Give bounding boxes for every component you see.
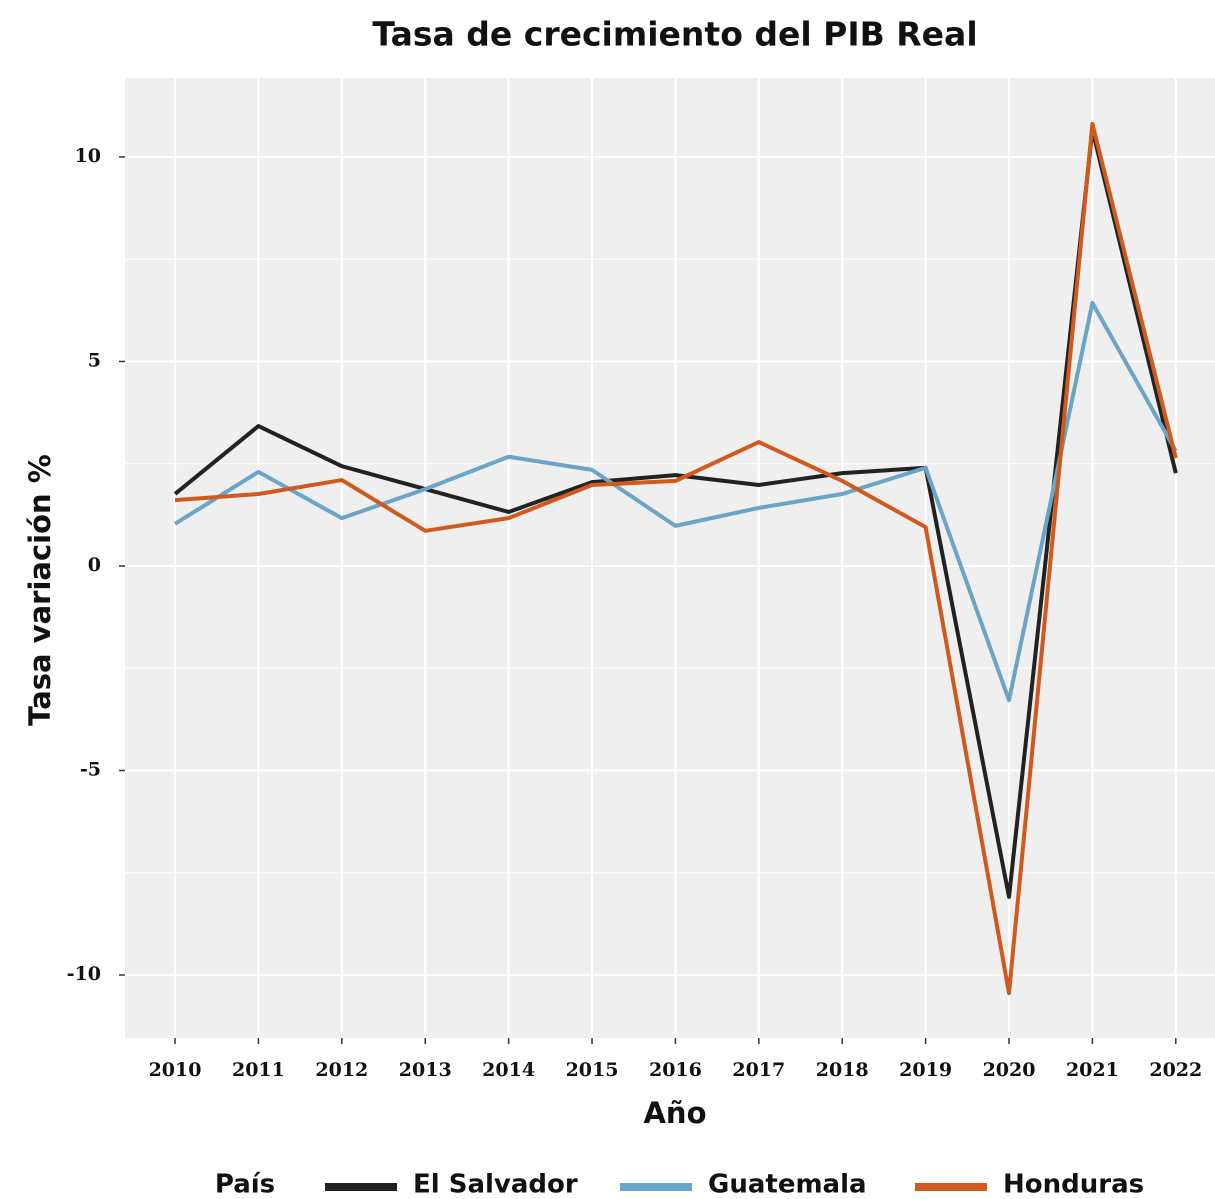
series-line [174,121,1178,996]
x-tick-label: 2010 [149,1059,202,1081]
x-tick-label: 2021 [1066,1059,1119,1081]
y-tick-label: -5 [80,758,101,780]
y-tick-label: -10 [67,963,101,985]
x-tick-label: 2015 [566,1059,619,1081]
legend-title: País [215,1170,275,1199]
y-axis-label: Tasa variación % [23,454,57,726]
x-tick-label: 2020 [983,1059,1036,1081]
legend-label: Guatemala [708,1170,867,1199]
x-tick-label: 2019 [899,1059,952,1081]
legend-label: El Salvador [413,1170,578,1199]
series-line [173,300,1178,703]
x-tick-label: 2022 [1149,1059,1202,1081]
x-tick-label: 2017 [732,1059,785,1081]
y-tick-label: 10 [75,145,101,167]
plot-panel [125,78,1215,1038]
x-tick-label: 2011 [232,1059,285,1081]
y-tick-label: 0 [88,554,101,576]
x-axis-label: Año [643,1096,706,1130]
x-tick-label: 2016 [649,1059,702,1081]
x-tick-label: 2012 [315,1059,368,1081]
legend-label: Honduras [1003,1170,1144,1199]
x-tick-label: 2013 [399,1059,452,1081]
x-tick-label: 2014 [482,1059,535,1081]
x-tick-label: 2018 [816,1059,869,1081]
chart-title: Tasa de crecimiento del PIB Real [372,15,977,54]
y-tick-label: 5 [88,349,101,371]
series-line [173,127,1178,899]
